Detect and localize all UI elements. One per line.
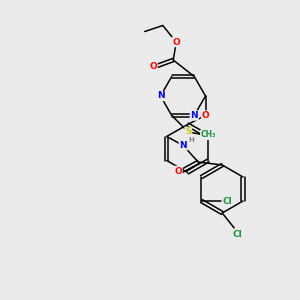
Text: N: N [157, 92, 164, 100]
Text: O: O [172, 38, 180, 46]
Text: H: H [189, 136, 194, 142]
Text: Cl: Cl [223, 196, 232, 206]
Text: N: N [190, 111, 198, 120]
Text: S: S [185, 128, 191, 136]
Text: CH₃: CH₃ [201, 130, 216, 140]
Text: O: O [149, 61, 157, 70]
Text: O: O [202, 111, 209, 120]
Text: Cl: Cl [232, 230, 242, 238]
Text: O: O [174, 167, 182, 176]
Text: N: N [179, 141, 187, 150]
